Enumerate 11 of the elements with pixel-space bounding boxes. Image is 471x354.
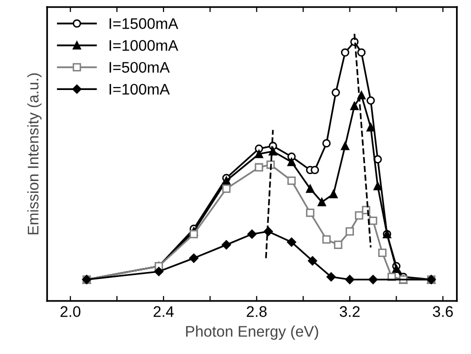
x-axis-title: Photon Energy (eV) [186,326,318,340]
y-axis-title: Emission Intensity (a.u.) [27,73,42,234]
legend-label: I=1000mA [110,40,178,51]
x-tick-label: 3.6 [432,306,453,317]
x-tick-label: 3.2 [340,306,360,317]
legend-label: I=500mA [110,62,170,73]
x-tick-label: 2.8 [246,306,267,317]
legend-label: I=100mA [110,84,170,95]
x-tick-label: 2.0 [60,306,80,317]
x-tick-label: 2.4 [154,306,174,317]
legend-label: I=1500mA [110,18,178,29]
